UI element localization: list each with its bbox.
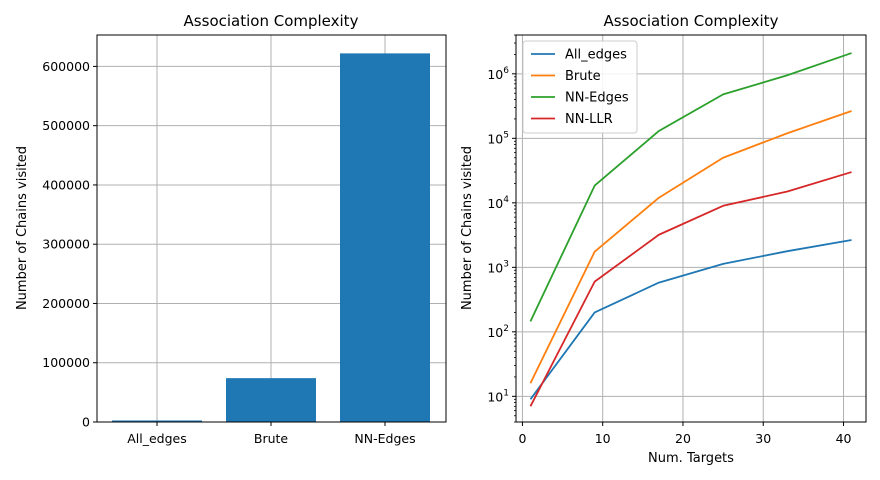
line-chart: Association Complexity 10110210310410510…: [460, 12, 867, 466]
bar-chart-y-axis-label: Number of Chains visited: [15, 146, 30, 310]
legend-label: NN-LLR: [565, 112, 613, 127]
line-chart-legend: All_edges Brute NN-Edges NN-LLR: [522, 40, 638, 134]
bar-chart-x-tick-label: All_edges: [127, 431, 187, 446]
bar-chart-title: Association Complexity: [184, 12, 359, 30]
bar-chart-y-tick-label: 100000: [42, 355, 90, 370]
bar: [340, 53, 430, 422]
series-line-brute: [529, 110, 852, 384]
bar-chart-x-ticks: All_edges Brute NN-Edges: [127, 422, 416, 446]
bar-chart-x-tick-label: NN-Edges: [354, 431, 415, 446]
line-chart-y-axis-label: Number of Chains visited: [460, 146, 475, 310]
series-line-nn-llr: [529, 171, 852, 407]
line-chart-lines: [529, 52, 852, 407]
bar-chart-y-tick-label: 200000: [42, 296, 90, 311]
bar-chart-y-tick-label: 500000: [42, 118, 90, 133]
legend-label: Brute: [565, 69, 601, 84]
bar-chart-y-tick-label: 600000: [42, 59, 90, 74]
line-chart-x-tick-label: 40: [836, 431, 852, 446]
line-chart-x-tick-label: 0: [518, 431, 526, 446]
line-chart-y-tick-label: 101: [487, 388, 509, 404]
line-chart-y-tick-label: 102: [487, 324, 509, 340]
line-chart-x-axis-label: Num. Targets: [648, 451, 734, 466]
bar-chart-y-ticks: 0 100000 200000 300000 400000 500000 600000: [42, 59, 97, 430]
line-chart-x-tick-label: 30: [755, 431, 771, 446]
line-chart-y-tick-label: 105: [487, 130, 509, 146]
line-chart-y-ticks: 101 102 103 104 105 106: [487, 34, 516, 423]
bar-chart-bars: [112, 53, 430, 422]
bar: [226, 378, 316, 422]
bar-chart-y-tick-label: 400000: [42, 177, 90, 192]
bar-chart: Association Complexity 0 100000 200000 3000…: [15, 12, 447, 446]
line-chart-y-tick-label: 104: [487, 195, 509, 211]
series-line-all-edges: [529, 239, 852, 400]
legend-box: [522, 40, 638, 134]
series-line-nn-edges: [529, 52, 852, 322]
line-chart-x-tick-label: 10: [595, 431, 611, 446]
line-chart-x-ticks: 0 10 20 30 40: [518, 422, 852, 446]
bar-chart-x-tick-label: Brute: [254, 431, 289, 446]
line-chart-title: Association Complexity: [604, 12, 779, 30]
line-chart-x-tick-label: 20: [675, 431, 691, 446]
line-chart-y-tick-label: 103: [487, 259, 509, 275]
bar-chart-y-tick-label: 300000: [42, 237, 90, 252]
line-chart-y-tick-label: 106: [487, 66, 509, 82]
bar: [112, 420, 202, 422]
bar-chart-y-tick-label: 0: [82, 415, 90, 430]
legend-label: NN-Edges: [565, 91, 629, 106]
legend-label: All_edges: [565, 48, 627, 63]
